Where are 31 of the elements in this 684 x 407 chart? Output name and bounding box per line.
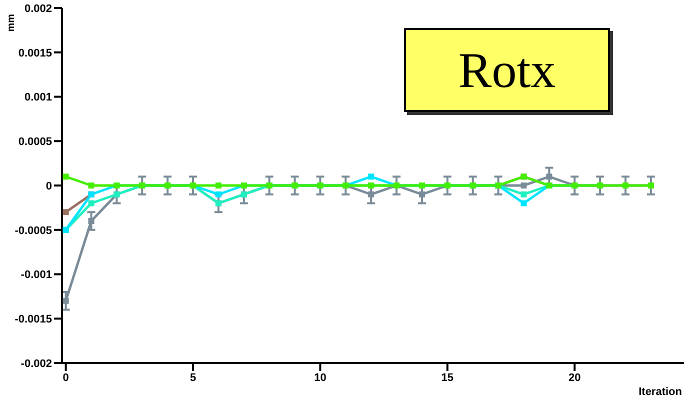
y-tick-label: 0.001	[24, 92, 52, 104]
y-axis-title: mm	[6, 14, 17, 32]
point	[88, 218, 94, 224]
y-tick-label: -0.0015	[14, 314, 52, 326]
point	[88, 200, 94, 206]
point	[215, 182, 222, 188]
point	[520, 182, 527, 188]
x-tick-label: 20	[568, 372, 581, 384]
x-tick-label: 0	[62, 372, 69, 384]
point	[520, 191, 527, 198]
point	[88, 182, 94, 188]
x-axis-title: Iteration	[638, 386, 682, 398]
x-tick-label: 5	[190, 372, 196, 384]
point	[546, 174, 552, 180]
y-tick-label: 0	[46, 180, 52, 192]
point	[62, 209, 69, 216]
y-tick-label: 0.0005	[18, 136, 52, 148]
point	[368, 191, 374, 198]
y-tick-label: -0.001	[20, 269, 52, 282]
x-tick-label: 10	[314, 372, 326, 384]
y-tick-label: -0.0005	[14, 224, 52, 237]
y-tick-label: 0.002	[24, 2, 52, 15]
y-tick-label: -0.002	[20, 358, 52, 370]
point	[418, 191, 425, 198]
x-tick-label: 15	[441, 372, 454, 384]
point	[520, 200, 527, 206]
point	[62, 298, 69, 304]
point	[368, 174, 374, 180]
point	[62, 174, 69, 180]
annotation: Rotx	[404, 28, 610, 112]
y-tick-label: 0.0015	[18, 47, 52, 60]
